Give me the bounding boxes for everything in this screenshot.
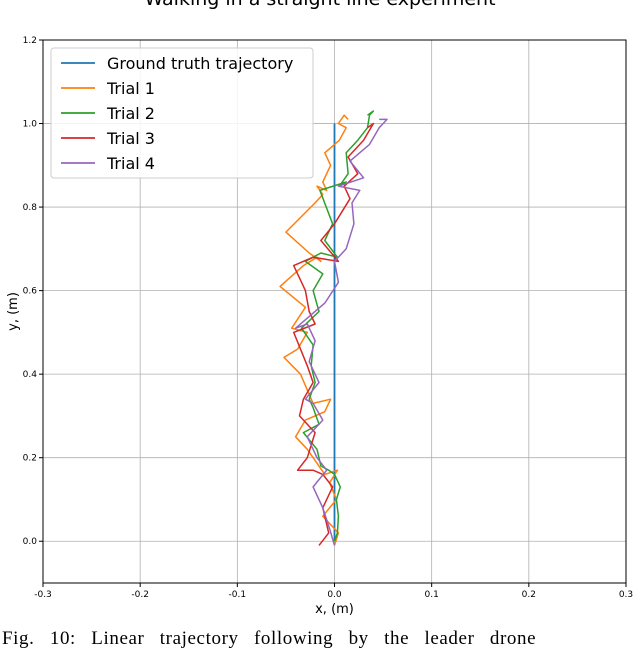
- chart-title: Walking in a straight line experiment: [0, 0, 640, 10]
- series-line-trial-1: [279, 114, 349, 546]
- legend-label: Trial 1: [106, 79, 155, 98]
- figure-caption: Fig. 10: Linear trajectory following by …: [2, 628, 537, 649]
- series-line-trial-2: [300, 110, 375, 542]
- x-tick-label: -0.1: [229, 590, 247, 600]
- y-tick-label: 1.2: [23, 36, 37, 46]
- y-axis-label: y, (m): [6, 292, 21, 331]
- legend-label: Trial 3: [106, 129, 155, 148]
- x-axis-label: x, (m): [315, 602, 354, 617]
- y-tick-label: 0.2: [23, 454, 37, 464]
- x-tick-label: 0.3: [619, 590, 633, 600]
- legend-box: [50, 47, 314, 179]
- legend-label: Ground truth trajectory: [107, 54, 293, 73]
- series-line-trial-4: [294, 118, 388, 546]
- y-tick-label: 1.0: [23, 120, 38, 130]
- trajectory-chart: -0.3 -0.2 -0.1 0.0 0.1 0.2 0.3 0.0 0.2 0.4 0.6 0.8 1…: [6, 36, 633, 617]
- legend-label: Trial 2: [106, 104, 155, 123]
- legend-label: Trial 4: [106, 154, 155, 173]
- y-tick-label: 0.8: [23, 203, 38, 213]
- x-tick-label: 0.2: [522, 590, 536, 600]
- y-tick-label: 0.0: [23, 537, 38, 547]
- y-tick-label: 0.6: [23, 287, 38, 297]
- x-tick-label: 0.0: [327, 590, 342, 600]
- x-tick-label: -0.3: [34, 590, 52, 600]
- y-tick-label: 0.4: [23, 370, 38, 380]
- x-tick-label: 0.1: [425, 590, 439, 600]
- x-tick-label: -0.2: [131, 590, 149, 600]
